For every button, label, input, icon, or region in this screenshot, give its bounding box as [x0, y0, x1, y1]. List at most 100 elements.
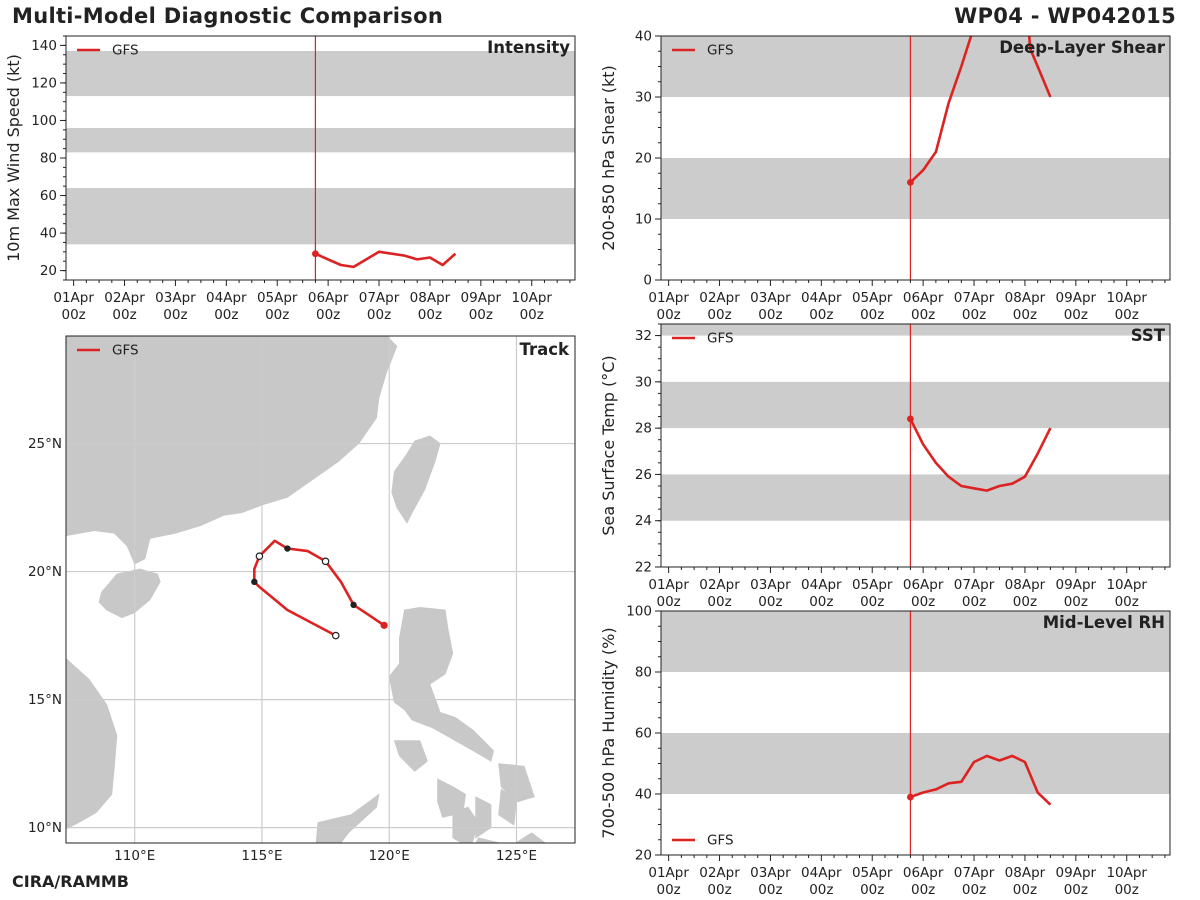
series-start-point — [907, 179, 914, 186]
track-point-open — [255, 552, 264, 561]
x-tick-sublabel: 00z — [707, 594, 731, 610]
x-tick-sublabel: 00z — [1064, 594, 1088, 610]
x-tick-sublabel: 00z — [860, 882, 884, 898]
legend-label: GFS — [707, 331, 734, 347]
series-line-gfs — [314, 250, 457, 269]
x-tick-label: 08Apr — [1005, 290, 1046, 306]
x-tick-sublabel: 00z — [163, 307, 187, 323]
x-tick-sublabel: 00z — [758, 882, 782, 898]
y-axis-label: 200-850 hPa Shear (kt) — [599, 65, 618, 251]
x-tick-label: 06Apr — [903, 290, 944, 306]
y-tick-label: 60 — [40, 188, 57, 204]
x-tick-label: 04Apr — [801, 577, 842, 593]
x-tick-sublabel: 00z — [707, 307, 731, 323]
page-title: Multi-Model Diagnostic Comparison — [12, 4, 444, 28]
x-tick-sublabel: 00z — [367, 307, 391, 323]
x-tick-label: 08Apr — [410, 290, 451, 306]
x-tick-label: 03Apr — [750, 577, 791, 593]
y-tick-label: 80 — [40, 151, 57, 167]
y-tick-label: 30 — [635, 90, 652, 106]
x-tick-sublabel: 00z — [657, 882, 681, 898]
y-axis-label: 10m Max Wind Speed (kt) — [4, 54, 23, 262]
track-point-filled — [251, 578, 258, 586]
x-tick-sublabel: 00z — [962, 882, 986, 898]
x-tick-sublabel: 00z — [316, 307, 340, 323]
lat-tick-label: 10°N — [28, 820, 62, 836]
x-tick-label: 10Apr — [511, 290, 552, 306]
x-tick-label: 02Apr — [699, 290, 740, 306]
x-tick-sublabel: 00z — [1064, 882, 1088, 898]
x-tick-label: 05Apr — [852, 290, 893, 306]
x-tick-sublabel: 00z — [962, 594, 986, 610]
x-tick-label: 07Apr — [954, 577, 995, 593]
land-cebu — [475, 796, 492, 839]
x-tick-sublabel: 00z — [911, 307, 935, 323]
y-tick-label: 20 — [635, 848, 652, 864]
y-tick-label: 40 — [40, 226, 57, 242]
x-tick-sublabel: 00z — [657, 307, 681, 323]
panel-rh: 2040608010001Apr00z02Apr00z03Apr00z04Apr… — [599, 604, 1171, 898]
x-tick-label: 06Apr — [308, 290, 349, 306]
land-mindanao — [475, 832, 546, 843]
x-tick-label: 05Apr — [852, 577, 893, 593]
track-line — [253, 539, 385, 637]
x-tick-sublabel: 00z — [962, 307, 986, 323]
x-tick-sublabel: 00z — [758, 307, 782, 323]
lon-tick-label: 125°E — [496, 848, 537, 864]
panel-title: Mid-Level RH — [1043, 613, 1165, 632]
y-axis-label: 700-500 hPa Humidity (%) — [599, 627, 618, 838]
x-tick-label: 04Apr — [801, 290, 842, 306]
y-tick-label: 20 — [635, 151, 652, 167]
x-tick-sublabel: 00z — [1064, 307, 1088, 323]
land-china — [66, 336, 398, 565]
land-mindoro — [393, 740, 428, 772]
lon-tick-label: 110°E — [114, 848, 155, 864]
x-tick-sublabel: 00z — [911, 882, 935, 898]
y-tick-label: 100 — [31, 113, 57, 129]
x-tick-sublabel: 00z — [214, 307, 238, 323]
series-line-gfs — [909, 754, 1052, 806]
x-tick-label: 04Apr — [206, 290, 247, 306]
y-tick-label: 20 — [40, 263, 57, 279]
y-tick-label: 28 — [635, 421, 652, 437]
series-line-gfs — [909, 36, 1052, 184]
land-vietnam — [66, 657, 118, 830]
land-luzon — [388, 606, 495, 762]
legend-label: GFS — [707, 43, 734, 59]
x-tick-label: 10Apr — [1106, 290, 1147, 306]
series-start-point — [907, 793, 914, 801]
x-tick-sublabel: 00z — [112, 307, 136, 323]
series-start-point — [312, 250, 319, 258]
y-tick-label: 120 — [31, 75, 57, 91]
x-tick-label: 09Apr — [1056, 577, 1097, 593]
y-tick-label: 40 — [635, 29, 652, 45]
y-tick-label: 140 — [31, 38, 57, 54]
x-tick-label: 07Apr — [954, 865, 995, 881]
x-tick-sublabel: 00z — [1013, 594, 1037, 610]
legend-label: GFS — [112, 43, 139, 59]
x-tick-sublabel: 00z — [520, 307, 544, 323]
x-tick-label: 01Apr — [53, 290, 94, 306]
y-tick-label: 80 — [635, 665, 652, 681]
panel-title: Deep-Layer Shear — [999, 38, 1166, 57]
land-hainan — [98, 568, 161, 619]
band-sst-1 — [661, 381, 1170, 429]
y-tick-label: 40 — [635, 787, 652, 803]
x-tick-sublabel: 00z — [1115, 307, 1139, 323]
panel-title: Track — [520, 340, 570, 359]
y-tick-label: 22 — [635, 560, 652, 576]
x-tick-label: 09Apr — [1056, 865, 1097, 881]
y-tick-label: 24 — [635, 513, 652, 529]
x-tick-label: 05Apr — [257, 290, 298, 306]
x-tick-label: 09Apr — [1056, 290, 1097, 306]
band-intensity-0 — [66, 188, 575, 245]
x-tick-sublabel: 00z — [758, 594, 782, 610]
x-tick-sublabel: 00z — [62, 307, 86, 323]
land-negros — [452, 806, 479, 843]
y-tick-label: 26 — [635, 467, 652, 483]
band-sst-2 — [661, 324, 1170, 336]
x-tick-sublabel: 00z — [265, 307, 289, 323]
x-tick-sublabel: 00z — [860, 594, 884, 610]
x-tick-label: 10Apr — [1106, 577, 1147, 593]
x-tick-sublabel: 00z — [809, 882, 833, 898]
